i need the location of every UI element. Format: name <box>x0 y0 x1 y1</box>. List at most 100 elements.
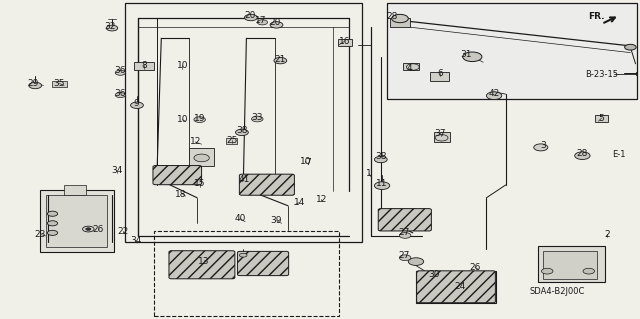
Bar <box>595 115 608 122</box>
Circle shape <box>29 82 42 89</box>
Text: B-23-15: B-23-15 <box>585 70 618 78</box>
Text: 36: 36 <box>115 89 126 98</box>
Circle shape <box>131 102 143 108</box>
Circle shape <box>47 230 58 235</box>
Text: 24: 24 <box>454 282 465 291</box>
Text: 7: 7 <box>306 158 311 167</box>
Text: 37: 37 <box>435 129 446 138</box>
Text: 17: 17 <box>255 16 267 25</box>
Text: 4: 4 <box>407 64 412 73</box>
Text: 12: 12 <box>316 195 327 204</box>
Text: 35: 35 <box>54 79 65 88</box>
Text: FR.: FR. <box>588 12 605 21</box>
Circle shape <box>115 93 125 98</box>
Circle shape <box>47 211 58 216</box>
Text: 16: 16 <box>339 37 350 46</box>
Circle shape <box>534 144 548 151</box>
Text: 10: 10 <box>300 157 311 166</box>
Circle shape <box>257 20 268 25</box>
Text: 20: 20 <box>269 19 281 27</box>
Bar <box>64 185 86 195</box>
Circle shape <box>486 92 502 100</box>
Bar <box>226 138 237 144</box>
Circle shape <box>270 22 283 28</box>
Text: 32: 32 <box>104 22 116 31</box>
Bar <box>543 251 597 279</box>
Circle shape <box>236 129 248 136</box>
Text: 5: 5 <box>599 114 604 122</box>
Bar <box>390 18 410 27</box>
Text: 26: 26 <box>92 225 104 234</box>
Bar <box>403 63 419 70</box>
Circle shape <box>408 258 424 265</box>
Circle shape <box>252 116 263 122</box>
Text: 26: 26 <box>469 263 481 272</box>
Bar <box>40 190 114 252</box>
Text: 10: 10 <box>177 115 188 124</box>
Text: 36: 36 <box>115 66 126 75</box>
Text: 3: 3 <box>540 141 545 150</box>
Bar <box>387 3 637 99</box>
Circle shape <box>374 182 390 189</box>
Text: 40: 40 <box>234 214 246 223</box>
Circle shape <box>194 117 205 122</box>
Bar <box>52 81 67 87</box>
Text: 30: 30 <box>428 271 440 279</box>
Text: 20: 20 <box>244 11 255 20</box>
FancyBboxPatch shape <box>169 251 235 279</box>
Text: 34: 34 <box>131 236 142 245</box>
Text: 14: 14 <box>294 198 305 207</box>
Circle shape <box>583 268 595 274</box>
Text: 33: 33 <box>252 113 263 122</box>
Bar <box>434 132 450 142</box>
Text: 25: 25 <box>226 136 237 145</box>
Circle shape <box>399 255 411 261</box>
Circle shape <box>106 25 118 31</box>
Bar <box>46 195 107 247</box>
Text: 27: 27 <box>399 251 410 260</box>
FancyBboxPatch shape <box>417 271 495 303</box>
Text: 27: 27 <box>399 228 410 237</box>
FancyBboxPatch shape <box>153 166 202 185</box>
Text: 9: 9 <box>134 99 139 108</box>
Circle shape <box>463 52 482 62</box>
Circle shape <box>625 44 636 50</box>
Text: 31: 31 <box>460 50 472 59</box>
Circle shape <box>244 14 257 21</box>
Text: 21: 21 <box>275 55 286 63</box>
Bar <box>416 271 496 303</box>
Text: 28: 28 <box>577 149 588 158</box>
Text: 38: 38 <box>375 152 387 161</box>
Text: 6: 6 <box>438 69 443 78</box>
Circle shape <box>274 57 287 64</box>
Bar <box>338 39 352 46</box>
Text: 18: 18 <box>175 190 187 199</box>
Text: 41: 41 <box>239 175 250 184</box>
Text: 11: 11 <box>376 179 388 188</box>
Bar <box>125 3 362 242</box>
Text: 19: 19 <box>194 114 205 122</box>
Circle shape <box>374 156 387 163</box>
Text: 28: 28 <box>387 12 398 21</box>
Text: 42: 42 <box>488 89 500 98</box>
Text: 1: 1 <box>367 169 372 178</box>
FancyBboxPatch shape <box>378 209 431 231</box>
Text: 22: 22 <box>117 227 129 236</box>
Bar <box>189 148 214 166</box>
FancyBboxPatch shape <box>237 251 289 276</box>
Text: 2: 2 <box>604 230 609 239</box>
Circle shape <box>47 221 58 226</box>
Text: 13: 13 <box>198 257 209 266</box>
Text: 29: 29 <box>28 79 39 88</box>
Text: 15: 15 <box>194 179 205 188</box>
Bar <box>154 231 339 316</box>
Circle shape <box>575 152 590 160</box>
Bar <box>134 62 154 70</box>
FancyBboxPatch shape <box>239 174 294 195</box>
Text: SDA4-B2J00C: SDA4-B2J00C <box>529 287 584 296</box>
Circle shape <box>194 154 209 162</box>
Circle shape <box>115 70 125 75</box>
Circle shape <box>392 14 408 23</box>
Text: 8: 8 <box>141 61 147 70</box>
Text: 23: 23 <box>35 230 46 239</box>
